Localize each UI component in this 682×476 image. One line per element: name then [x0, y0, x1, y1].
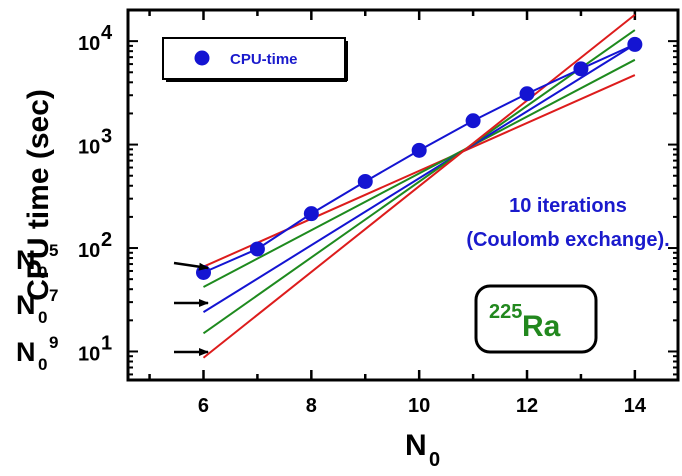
y-tick-label-base: 10 — [78, 33, 100, 55]
power-n7-base: N — [16, 290, 36, 320]
x-tick-label: 6 — [198, 395, 209, 417]
nucleus-label-box: 225 Ra — [474, 284, 598, 354]
reference-line-power-8 — [202, 29, 636, 335]
power-n5-exp: 5 — [49, 241, 58, 260]
legend-label: CPU-time — [230, 51, 298, 68]
svg-text:N: N — [16, 245, 36, 275]
power-n5-sub: 0 — [38, 263, 47, 282]
legend-marker — [194, 50, 210, 66]
power-label-n9: N 0 9 — [16, 333, 209, 374]
nucleus-symbol: Ra — [522, 310, 561, 343]
reference-lines — [202, 13, 636, 359]
annotation-line-1: 10 iterations — [509, 195, 627, 217]
x-tick-label: 10 — [408, 395, 430, 417]
y-tick-label-exponent: 1 — [101, 332, 112, 354]
power-n7-exp: 7 — [49, 286, 58, 305]
reference-line-power-9 — [202, 13, 636, 359]
x-axis-title-base: N — [405, 429, 427, 462]
reference-line-power-7 — [202, 43, 636, 313]
power-label-n7: N 0 7 — [16, 286, 209, 327]
data-point-n0-9 — [357, 173, 373, 189]
data-point-n0-8 — [303, 206, 319, 222]
x-tick-label: 14 — [624, 395, 647, 417]
power-n7-sub: 0 — [38, 308, 47, 327]
x-axis-title-sub: 0 — [429, 449, 440, 471]
arrow-n5 — [173, 261, 209, 271]
data-point-n0-10 — [411, 142, 427, 158]
y-tick-label-base: 10 — [78, 240, 100, 262]
legend-box — [162, 37, 346, 80]
svg-text:N: N — [16, 337, 36, 367]
y-tick-label-base: 10 — [78, 343, 100, 365]
power-label-n5: N 0 5 — [16, 241, 209, 282]
power-n5-base: N — [16, 245, 36, 275]
x-tick-label: 8 — [306, 395, 317, 417]
power-n9-exp: 9 — [49, 333, 58, 352]
y-tick-label-exponent: 3 — [101, 126, 112, 148]
power-n9-base: N — [16, 337, 36, 367]
x-tick-labels: 6 8 10 12 14 — [198, 395, 647, 417]
y-tick-label-base: 10 — [78, 137, 100, 159]
reference-line-power-5 — [203, 74, 636, 268]
nucleus-mass: 225 — [489, 301, 522, 323]
power-n9-sub: 0 — [38, 355, 47, 374]
data-point-n0-13 — [573, 61, 589, 77]
annotation-line-2: (Coulomb exchange). — [466, 229, 669, 251]
y-axis-title: CPU time (sec) — [22, 89, 55, 301]
data-points — [195, 36, 643, 281]
nucleus-frame — [474, 284, 598, 354]
y-tick-label-exponent: 2 — [101, 229, 112, 251]
data-point-n0-7 — [249, 241, 265, 257]
data-point-n0-12 — [519, 86, 535, 102]
y-tick-label-exponent: 4 — [101, 22, 113, 44]
reference-line-power-6 — [203, 58, 636, 288]
data-point-n0-14 — [627, 36, 643, 52]
axis-ticks — [128, 9, 678, 380]
data-point-n0-11 — [465, 113, 481, 129]
legend: CPU-time — [162, 37, 348, 82]
plot-frame — [126, 8, 680, 382]
svg-text:N: N — [16, 290, 36, 320]
x-axis-title: N 0 — [405, 429, 440, 471]
x-tick-label: 12 — [516, 395, 538, 417]
